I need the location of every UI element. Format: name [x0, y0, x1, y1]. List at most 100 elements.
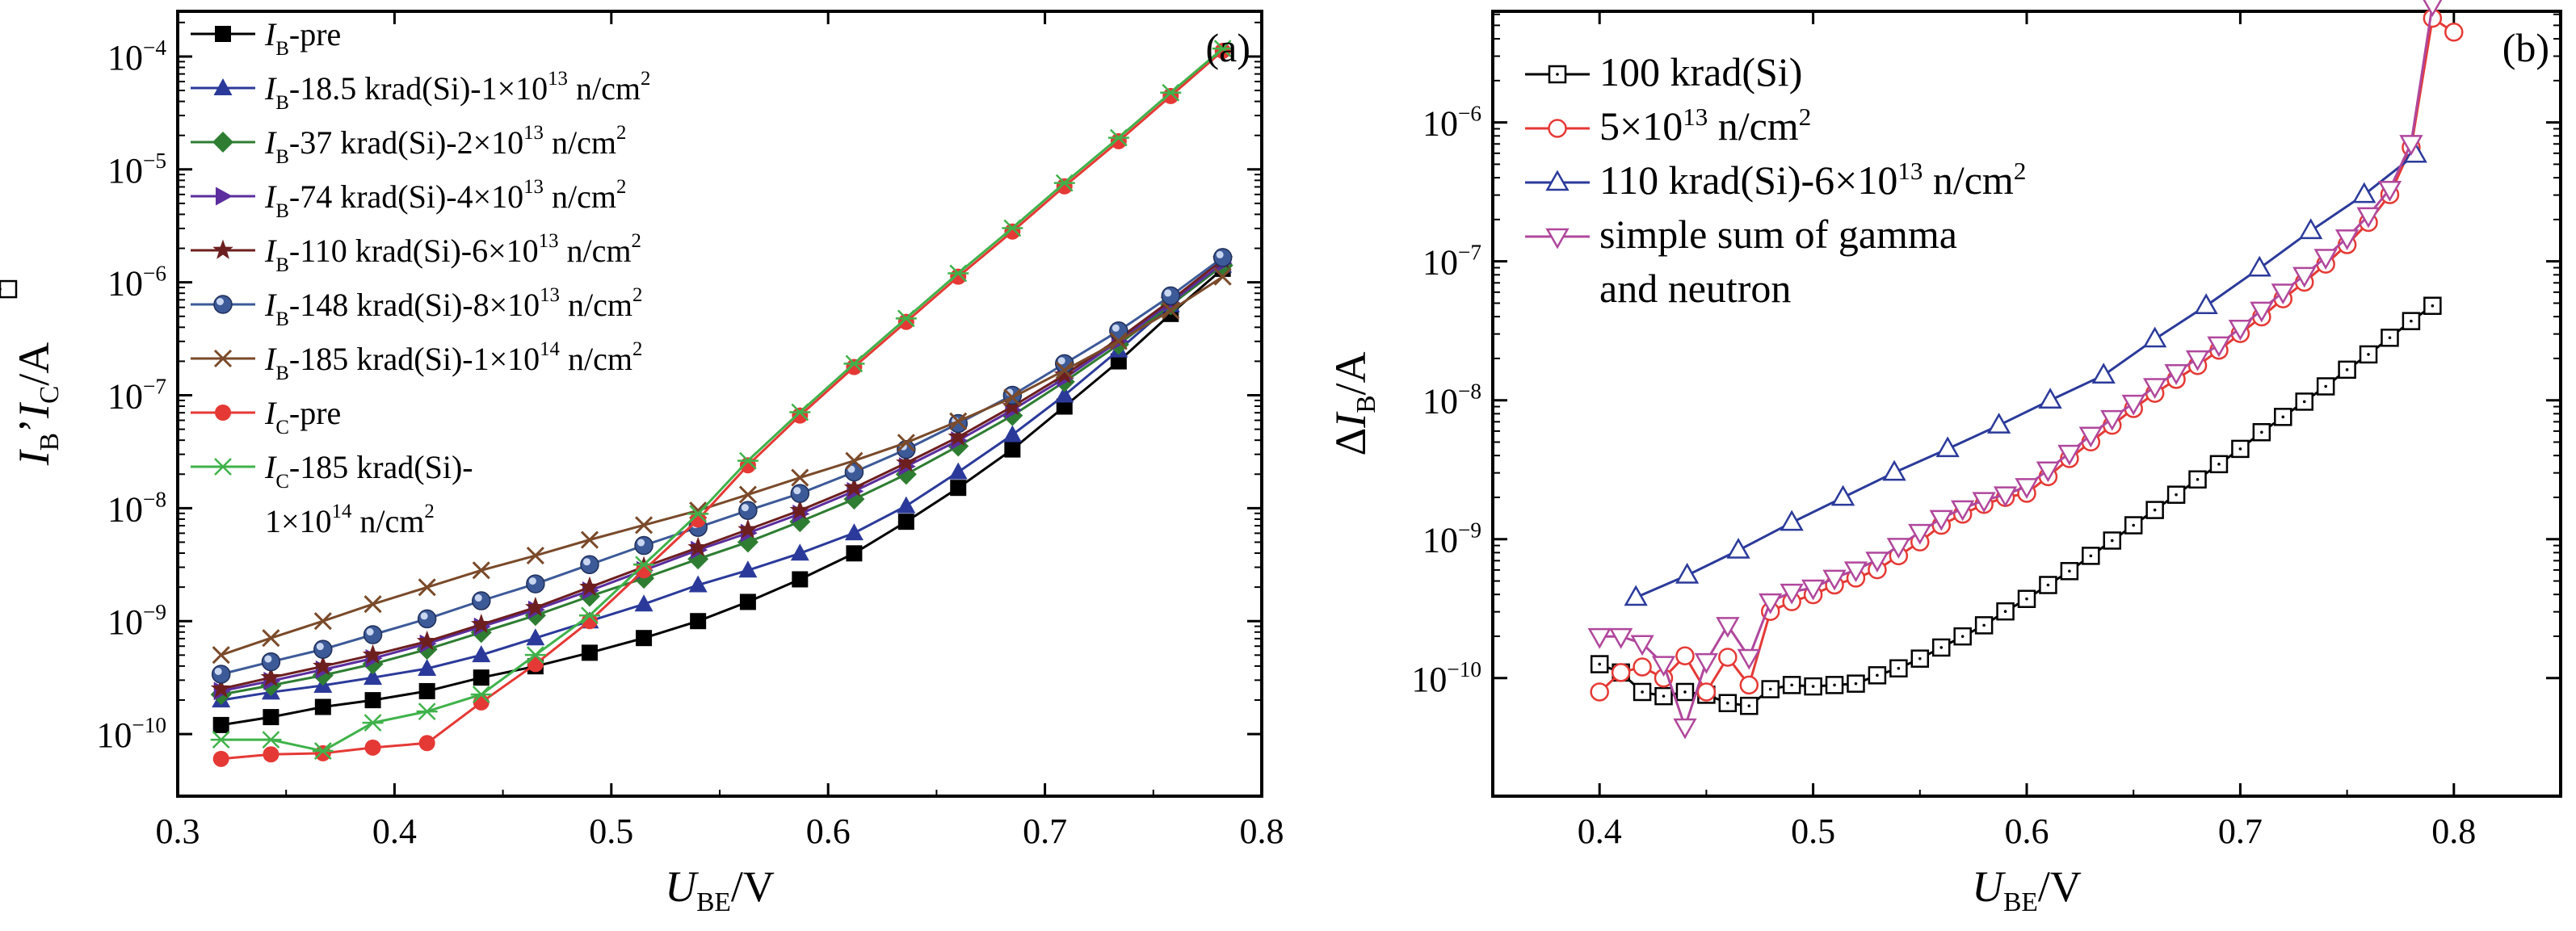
data-point: [690, 613, 707, 630]
marker-dot: [2410, 319, 2413, 323]
data-point: [790, 484, 810, 503]
marker-highlight: [637, 539, 645, 547]
data-point: [263, 746, 279, 763]
data-point: [688, 575, 708, 593]
data-point: [1213, 267, 1232, 286]
data-point: [580, 555, 599, 575]
marker-x-stroke: [1213, 267, 1232, 286]
marker-dot: [2046, 583, 2050, 587]
data-point: [262, 629, 280, 648]
data-point: [2423, 0, 2443, 17]
marker-x-stroke: [313, 612, 332, 631]
data-point: [2271, 283, 2295, 305]
marker-x-stroke: [1162, 301, 1180, 320]
marker-dot: [1982, 623, 1986, 627]
data-point: [212, 646, 230, 665]
data-point: [472, 645, 491, 663]
legend-label: IB-148 krad(Si)-8×1013 n/cm2: [264, 284, 642, 330]
data-point: [2274, 408, 2292, 426]
data-point: [1993, 486, 2018, 508]
marker-x-stroke: [418, 578, 436, 597]
data-point: [1004, 441, 1021, 458]
x-tick-label: 0.7: [1023, 811, 1067, 851]
data-point: [2091, 363, 2116, 384]
marker-highlight: [216, 298, 224, 305]
data-point: [1053, 174, 1075, 192]
series-line: [221, 49, 1224, 761]
x-tick-label: 0.6: [2005, 811, 2049, 851]
data-point: [1804, 677, 1822, 696]
data-point: [687, 505, 709, 523]
marker-sphere: [790, 484, 810, 503]
series-line: [221, 258, 1224, 690]
data-point: [1780, 510, 1804, 531]
data-point: [1986, 413, 2011, 434]
data-point: [1718, 694, 1738, 712]
marker-dot: [2431, 304, 2435, 308]
marker-dot: [1726, 701, 1729, 705]
data-point: [2082, 547, 2100, 565]
data-point: [2352, 182, 2376, 203]
marker-dot: [1833, 683, 1836, 687]
marker-dot: [1683, 690, 1687, 694]
data-point: [1739, 675, 1759, 695]
data-point: [1212, 40, 1233, 58]
y-tick-label: 10−8: [1422, 380, 1481, 421]
data-point: [948, 462, 968, 480]
data-point: [2250, 301, 2274, 323]
marker-sphere: [417, 609, 437, 629]
marker-dot: [2345, 368, 2349, 371]
data-point: [1055, 385, 1074, 403]
marker-x-stroke: [845, 451, 864, 470]
legend-marker: [212, 239, 233, 259]
marker-dot: [2367, 353, 2370, 356]
marker-sphere: [363, 625, 383, 644]
x-axis-label: UBE/V: [1972, 862, 2082, 917]
y-tick-label: 10−9: [107, 600, 166, 642]
data-point: [897, 434, 915, 452]
data-point: [2164, 364, 2188, 385]
legend-label-cont: 1×1014 n/cm2: [265, 501, 435, 539]
panel-label: (a): [1206, 25, 1251, 70]
marker-dot: [1768, 687, 1772, 691]
data-point: [212, 750, 229, 767]
data-point: [738, 518, 759, 539]
data-point: [1214, 42, 1231, 59]
data-point: [636, 562, 653, 579]
marker-dot: [1876, 673, 1879, 677]
data-point: [1761, 680, 1780, 698]
marker-dot: [2302, 400, 2306, 404]
marker-dot: [1641, 690, 1644, 694]
data-point: [211, 665, 231, 684]
data-point: [1931, 638, 1951, 657]
x-tick-label: 0.5: [1791, 811, 1835, 851]
data-point: [792, 407, 809, 424]
data-point: [1782, 676, 1801, 694]
data-point: [313, 640, 333, 659]
legend-marker: [213, 349, 233, 368]
legend-label: IB-pre: [264, 16, 341, 60]
legend-label: simple sum of gamma: [1599, 212, 1957, 257]
data-point: [792, 571, 809, 588]
marker-square: [0, 279, 18, 299]
marker-x-stroke: [1055, 361, 1074, 380]
data-point: [634, 535, 653, 556]
data-point: [895, 309, 917, 328]
data-point: [1830, 484, 1855, 506]
legend-marker: [215, 405, 231, 421]
data-point: [2295, 392, 2313, 411]
data-point: [2338, 360, 2356, 380]
marker-dot: [1960, 635, 1965, 638]
data-point: [2121, 394, 2145, 416]
data-point: [634, 516, 653, 535]
legend-marker: [1545, 170, 1570, 191]
data-point: [261, 652, 281, 672]
panel-b: 0.4 0.5 0.6 0.7 0.8 10−10 10−9 10−8 10−7 10−6 (b) U…: [0, 0, 2562, 917]
data-point: [791, 468, 809, 487]
y-axis-label: ΔIB/A: [1326, 351, 1381, 455]
data-point: [362, 714, 384, 732]
legend-label: IB-37 krad(Si)-2×1013 n/cm2: [264, 122, 626, 168]
marker-x-stroke: [580, 531, 599, 549]
marker-dot: [2003, 610, 2007, 613]
series-line: [221, 267, 1224, 727]
